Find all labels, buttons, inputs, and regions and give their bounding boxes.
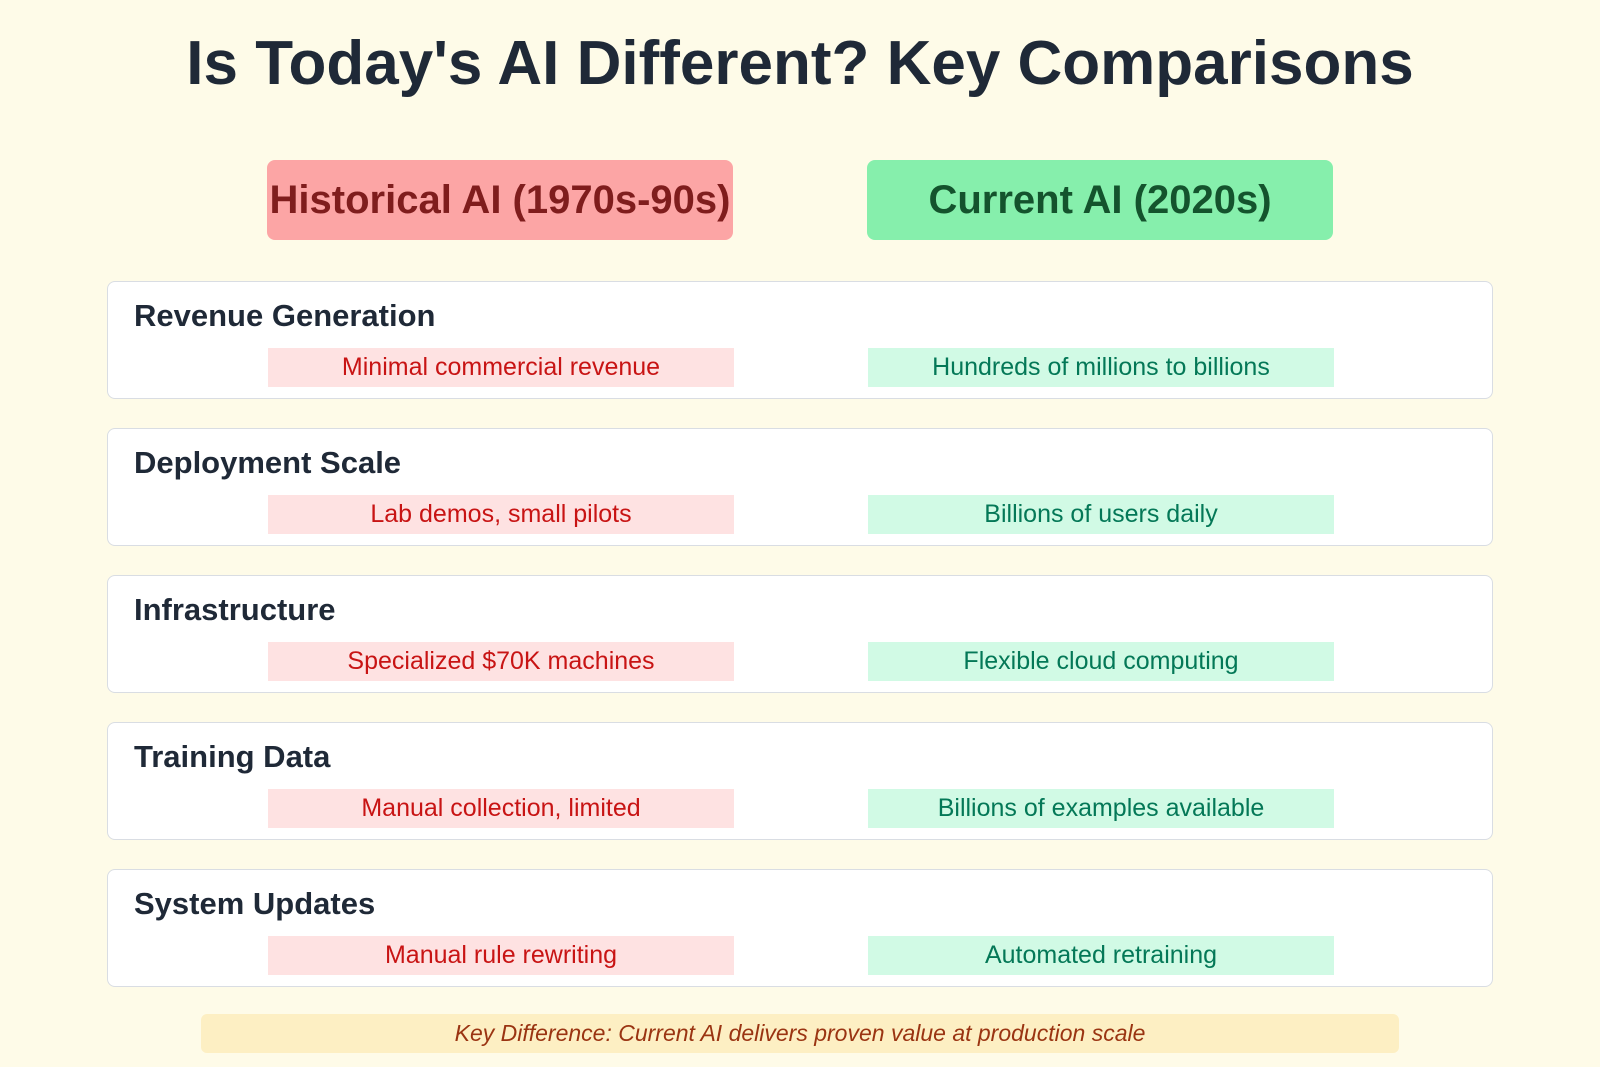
- current-value: Flexible cloud computing: [868, 642, 1334, 681]
- current-value: Billions of examples available: [868, 789, 1334, 828]
- current-value: Hundreds of millions to billions: [868, 348, 1334, 387]
- card-title: Training Data: [134, 739, 331, 774]
- comparison-card: Infrastructure Specialized $70K machines…: [107, 575, 1493, 693]
- comparison-card: Revenue Generation Minimal commercial re…: [107, 281, 1493, 399]
- current-column-header: Current AI (2020s): [867, 160, 1333, 240]
- card-title: Revenue Generation: [134, 298, 436, 333]
- historical-value: Minimal commercial revenue: [268, 348, 734, 387]
- card-title: Infrastructure: [134, 592, 336, 627]
- historical-value: Manual collection, limited: [268, 789, 734, 828]
- current-value: Automated retraining: [868, 936, 1334, 975]
- comparison-card: Training Data Manual collection, limited…: [107, 722, 1493, 840]
- historical-column-header: Historical AI (1970s-90s): [267, 160, 733, 240]
- comparison-card: Deployment Scale Lab demos, small pilots…: [107, 428, 1493, 546]
- card-title: System Updates: [134, 886, 376, 921]
- key-difference-banner: Key Difference: Current AI delivers prov…: [201, 1014, 1399, 1053]
- historical-value: Specialized $70K machines: [268, 642, 734, 681]
- historical-value: Manual rule rewriting: [268, 936, 734, 975]
- historical-value: Lab demos, small pilots: [268, 495, 734, 534]
- comparison-card: System Updates Manual rule rewriting Aut…: [107, 869, 1493, 987]
- card-title: Deployment Scale: [134, 445, 402, 480]
- current-value: Billions of users daily: [868, 495, 1334, 534]
- page-title: Is Today's AI Different? Key Comparisons: [186, 29, 1414, 98]
